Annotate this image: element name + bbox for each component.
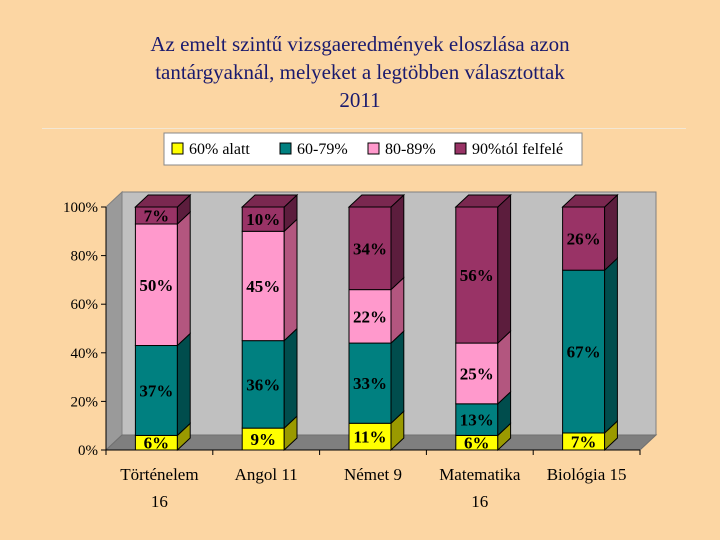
bar-segment-side <box>390 329 405 425</box>
bar-segment <box>241 206 285 232</box>
bar-segment <box>562 206 606 271</box>
bar-segment <box>134 345 178 436</box>
bar-segment-side <box>283 218 298 342</box>
bar-segment <box>241 230 285 342</box>
y-tick-label: 20% <box>71 394 99 410</box>
bar-segment-side <box>176 332 191 437</box>
bar-stack: 9% 36% 45% 10% <box>240 193 299 452</box>
bar-top-face <box>561 194 619 208</box>
data-label: 22% <box>353 307 387 326</box>
title-line-3: 2011 <box>339 88 381 112</box>
y-tick-label: 100% <box>63 200 98 216</box>
bar-segment <box>455 342 499 405</box>
x-tick-label-line2: 16 <box>151 492 168 511</box>
x-tick-label: Angol 11 <box>235 465 298 484</box>
data-label: 67% <box>567 343 601 362</box>
data-label: 56% <box>460 266 494 285</box>
data-label: 6% <box>144 434 170 453</box>
y-tick-label: 0% <box>78 443 98 459</box>
bar-segment-side <box>176 210 191 347</box>
bar-segment <box>455 206 499 344</box>
x-tick-label: Biológia 15 <box>547 465 627 484</box>
data-label: 6% <box>464 434 490 453</box>
data-label: 9% <box>250 430 276 449</box>
data-label: 13% <box>460 411 494 430</box>
title-line-2: tantárgyaknál, melyeket a legtöbben vála… <box>155 60 565 84</box>
legend-swatch <box>171 142 184 155</box>
legend: 60% alatt 60-79% 80-89% 90%tól felfelé <box>163 132 583 166</box>
bar-stack: 6% 13% 25% 56% <box>454 193 512 453</box>
data-label: 10% <box>246 210 280 229</box>
bar-segment <box>241 340 285 429</box>
bar-segment <box>348 289 392 344</box>
bar-stack: 11% 33% 22% 34% <box>347 193 406 452</box>
data-label: 26% <box>567 230 601 249</box>
bar-top-face <box>347 194 406 208</box>
legend-swatch <box>454 142 467 155</box>
title-line-1: Az emelt szintű vizsgaeredmények eloszlá… <box>150 32 570 56</box>
y-tick-label: 60% <box>71 297 99 313</box>
bar-segment <box>562 269 606 434</box>
data-label: 7% <box>144 207 170 226</box>
bar-top-face <box>134 194 192 208</box>
y-tick-label: 40% <box>71 346 99 362</box>
legend-swatch <box>367 142 380 155</box>
bar-segment <box>134 223 178 347</box>
data-label: 50% <box>139 276 173 295</box>
bar-segment-side <box>604 257 618 435</box>
data-label: 36% <box>246 375 280 394</box>
x-tick-label: Német 9 <box>344 465 402 484</box>
legend-label: 60-79% <box>297 141 348 158</box>
bar-segment-side <box>283 327 298 430</box>
bar-stack: 6% 37% 50% 7% <box>134 193 192 453</box>
bar-segment <box>455 403 499 436</box>
bar-segment-side <box>390 193 405 291</box>
bar-segment-side <box>604 193 618 272</box>
data-label: 33% <box>353 374 387 393</box>
legend-label: 90%tól felfelé <box>472 141 563 158</box>
legend-label: 80-89% <box>385 141 436 158</box>
bar-segment-side <box>497 193 512 345</box>
legend-label: 60% alatt <box>189 141 250 158</box>
x-tick-label: Matematika <box>439 465 521 484</box>
data-label: 7% <box>571 432 597 451</box>
bar-stack: 7% 67% 26% <box>561 193 619 451</box>
data-label: 34% <box>353 239 387 258</box>
legend-swatch <box>279 142 292 155</box>
bar-top-face <box>454 194 512 208</box>
data-label: 37% <box>139 381 173 400</box>
x-tick-label: Történelem <box>120 465 198 484</box>
data-label: 11% <box>353 428 386 447</box>
data-label: 45% <box>246 277 280 296</box>
data-label: 25% <box>460 364 494 383</box>
title-divider <box>42 128 686 129</box>
bar-segment-side <box>497 329 512 405</box>
slide-title: Az emelt szintű vizsgaeredmények eloszlá… <box>40 30 680 114</box>
plot-side-wall <box>105 190 123 452</box>
bar-segment <box>348 206 392 291</box>
y-tick-label: 80% <box>71 249 99 265</box>
x-tick-label-line2: 16 <box>471 492 488 511</box>
bar-top-face <box>240 194 299 208</box>
